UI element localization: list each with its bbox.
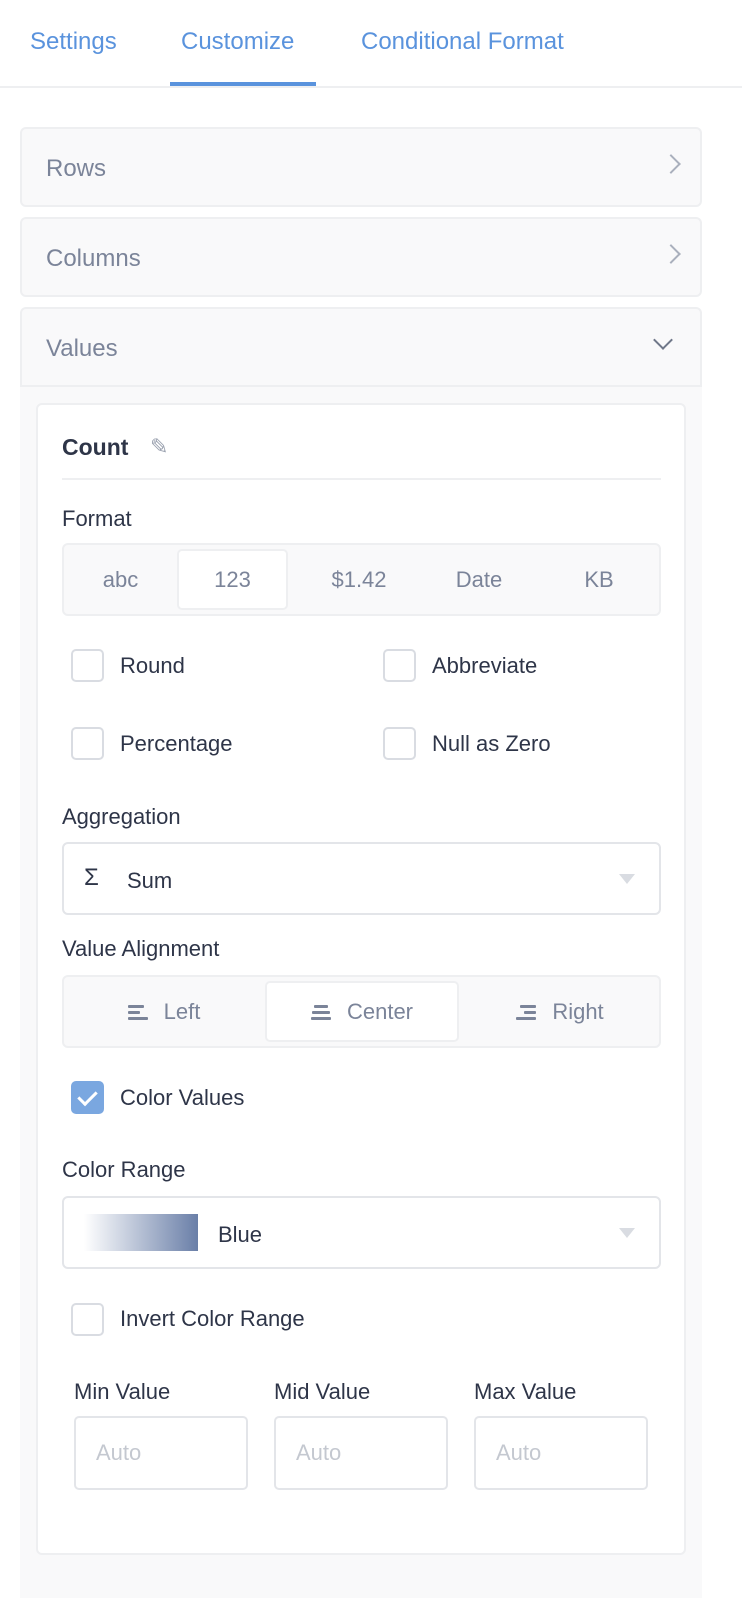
color-values-checkbox[interactable]	[71, 1081, 104, 1114]
color-gradient-swatch	[84, 1214, 198, 1251]
caret-down-icon	[619, 1228, 635, 1238]
alignment-segmented-control: Left Center Right	[62, 975, 661, 1048]
min-value-label: Min Value	[74, 1379, 171, 1404]
color-range-value: Blue	[218, 1222, 263, 1247]
section-columns-label: Columns	[46, 245, 141, 272]
null-as-zero-checkbox[interactable]	[383, 727, 416, 760]
percentage-checkbox[interactable]	[71, 727, 104, 760]
align-center-label: Center	[346, 999, 414, 1024]
abbreviate-label: Abbreviate	[432, 653, 538, 678]
section-rows-label: Rows	[46, 155, 107, 182]
format-segmented-control: abc 123 $1.42 Date KB	[62, 543, 661, 616]
value-alignment-label: Value Alignment	[62, 936, 220, 961]
format-option-currency[interactable]: $1.42	[331, 567, 387, 592]
max-value-input[interactable]	[474, 1416, 648, 1490]
align-center-option[interactable]: Center	[265, 981, 459, 1042]
chevron-down-icon	[653, 330, 673, 350]
chevron-right-icon	[661, 154, 681, 174]
aggregation-value: Sum	[127, 868, 173, 893]
mid-value-label: Mid Value	[274, 1379, 371, 1404]
color-values-label: Color Values	[120, 1085, 245, 1110]
active-tab-indicator	[170, 82, 316, 86]
invert-color-range-checkbox[interactable]	[71, 1303, 104, 1336]
tab-conditional-format[interactable]: Conditional Format	[361, 28, 564, 55]
align-center-icon	[310, 1005, 331, 1021]
chevron-right-icon	[661, 244, 681, 264]
format-option-date[interactable]: Date	[455, 567, 503, 592]
format-option-kb[interactable]: KB	[584, 567, 614, 592]
tab-divider	[0, 86, 742, 88]
format-label: Format	[62, 506, 132, 531]
round-label: Round	[120, 653, 185, 678]
section-columns[interactable]: Columns	[20, 217, 702, 297]
sigma-icon: Σ	[84, 864, 99, 891]
tab-customize[interactable]: Customize	[181, 28, 295, 55]
color-range-label: Color Range	[62, 1157, 186, 1182]
section-rows[interactable]: Rows	[20, 127, 702, 207]
tab-settings[interactable]: Settings	[30, 28, 117, 55]
aggregation-select[interactable]: Σ Sum	[62, 842, 661, 915]
value-title: Count	[62, 434, 129, 460]
pencil-icon[interactable]: ✎	[150, 434, 169, 459]
mid-value-input[interactable]	[274, 1416, 448, 1490]
min-value-input[interactable]	[74, 1416, 248, 1490]
color-range-select[interactable]: Blue	[62, 1196, 661, 1269]
align-left-label: Left	[163, 999, 201, 1024]
format-option-abc[interactable]: abc	[102, 567, 139, 592]
abbreviate-checkbox[interactable]	[383, 649, 416, 682]
divider	[62, 478, 661, 480]
aggregation-label: Aggregation	[62, 804, 181, 829]
invert-color-range-label: Invert Color Range	[120, 1306, 305, 1331]
null-as-zero-label: Null as Zero	[432, 731, 551, 756]
caret-down-icon	[619, 874, 635, 884]
align-right-label: Right	[552, 999, 604, 1024]
max-value-label: Max Value	[474, 1379, 577, 1404]
percentage-label: Percentage	[120, 731, 233, 756]
align-left-option[interactable]: Left	[64, 977, 264, 1046]
section-values[interactable]: Values	[20, 307, 702, 387]
align-left-icon	[127, 1005, 148, 1021]
round-checkbox[interactable]	[71, 649, 104, 682]
format-option-123[interactable]: 123	[177, 549, 288, 610]
align-right-icon	[516, 1005, 537, 1021]
align-right-option[interactable]: Right	[460, 977, 660, 1046]
section-values-label: Values	[46, 335, 118, 362]
